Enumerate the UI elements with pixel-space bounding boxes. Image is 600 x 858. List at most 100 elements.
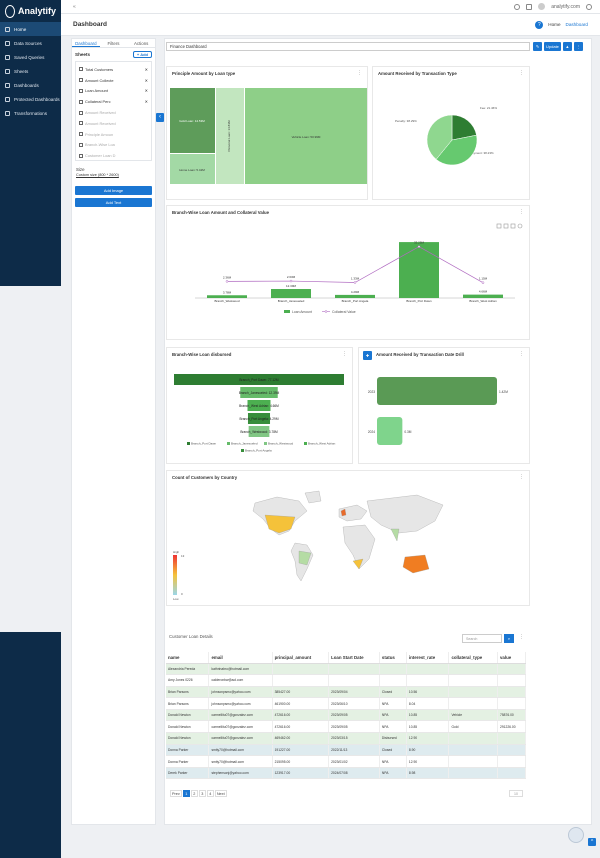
list-item[interactable]: Amount Received: [76, 107, 151, 118]
table-row[interactable]: Donna Parker smity70@hotmail.com 215095.00…: [166, 755, 527, 768]
list-item[interactable]: Amount Received: [76, 118, 151, 129]
add-sheet-button[interactable]: + Add: [132, 51, 152, 58]
sidebar-item-home[interactable]: Home: [0, 22, 61, 36]
next-page-button[interactable]: Next: [214, 790, 227, 797]
pie-slice[interactable]: [451, 114, 477, 141]
bar[interactable]: [271, 289, 311, 298]
update-button[interactable]: Update: [544, 42, 561, 51]
table-row[interactable]: Alexandria Pereda kathrinabro@hotmail.com: [166, 663, 527, 676]
drag-handle-icon[interactable]: [79, 78, 83, 83]
sidebar-item-dashboards[interactable]: Dashboards: [0, 78, 61, 92]
kebab-icon[interactable]: ⋮: [342, 351, 347, 357]
app-logo[interactable]: Analytify: [0, 0, 61, 22]
table-row[interactable]: Brian Parsons johnsonpsmo@yahoo.com 461900…: [166, 697, 527, 710]
remove-icon[interactable]: ✕: [144, 77, 148, 83]
kebab-icon[interactable]: ⋮: [357, 70, 362, 76]
kebab-icon[interactable]: ⋮: [519, 351, 524, 357]
drill-back-button[interactable]: ✚: [363, 351, 372, 360]
drag-handle-icon[interactable]: [79, 88, 83, 93]
table-row[interactable]: Donald Newton carmellitu07@gonzalez.com 47…: [166, 709, 527, 722]
add-image-button[interactable]: Add Image: [75, 186, 152, 195]
drag-handle-icon[interactable]: [79, 67, 83, 72]
column-header[interactable]: Loan Start Date: [328, 652, 380, 664]
kebab-icon[interactable]: ⋮: [519, 634, 524, 640]
list-item[interactable]: Amount Collecte ✕: [76, 75, 151, 86]
funnel-stage[interactable]: [248, 426, 270, 437]
line-point[interactable]: [353, 281, 357, 284]
map-africa[interactable]: [342, 524, 376, 570]
bar[interactable]: [377, 377, 497, 405]
treemap-cell-gold[interactable]: [170, 88, 215, 153]
sidebar-item-saved-queries[interactable]: Saved Queries: [0, 50, 61, 64]
tab-actions[interactable]: Actions: [133, 41, 149, 46]
list-item[interactable]: Total Customers ✕: [76, 64, 151, 75]
list-item[interactable]: Collateral Perc ✕: [76, 96, 151, 107]
map-australia[interactable]: [402, 554, 430, 574]
collapse-panel-button[interactable]: ‹: [156, 113, 164, 122]
settings-icon[interactable]: [586, 3, 592, 10]
funnel-stage[interactable]: [174, 374, 344, 385]
funnel-stage[interactable]: [247, 400, 271, 411]
remove-icon[interactable]: ✕: [144, 88, 148, 94]
list-item[interactable]: Branch-Wise Loa: [76, 140, 151, 151]
line-point[interactable]: [417, 245, 421, 248]
drag-handle-icon[interactable]: [79, 121, 83, 126]
drag-handle-icon[interactable]: [79, 110, 83, 115]
fullscreen-icon[interactable]: [526, 3, 533, 10]
remove-icon[interactable]: ✕: [144, 66, 148, 72]
bar[interactable]: [377, 417, 403, 445]
drag-handle-icon[interactable]: [79, 142, 83, 147]
pie-slice[interactable]: [426, 114, 453, 160]
map-india[interactable]: [390, 528, 400, 542]
page-button[interactable]: 1: [182, 790, 190, 797]
drag-handle-icon[interactable]: [79, 132, 83, 137]
page-size-select[interactable]: 10: [509, 790, 523, 797]
page-button[interactable]: 4: [206, 790, 214, 797]
column-header[interactable]: name: [166, 652, 210, 664]
column-header[interactable]: status: [379, 652, 407, 664]
table-row[interactable]: Donald Newton carmellitu07@gonzalez.com 47…: [166, 720, 527, 734]
bar[interactable]: [335, 294, 375, 298]
funnel-stage[interactable]: [247, 413, 271, 424]
crumb-home[interactable]: Home: [548, 22, 561, 27]
tab-filters[interactable]: Filters: [107, 41, 120, 46]
sidebar-item-data-sources[interactable]: Data Sources: [0, 36, 61, 50]
table-row[interactable]: Derek Parker stephensonj@yahoo.com 123917.…: [166, 767, 527, 780]
list-item[interactable]: Loan Amount ✕: [76, 86, 151, 97]
dashboard-name-input[interactable]: Finance Dashboard: [166, 42, 530, 51]
drag-handle-icon[interactable]: [79, 153, 83, 158]
sidebar-item-transformations[interactable]: Transformations: [0, 106, 61, 120]
more-icon[interactable]: ⋮: [573, 42, 583, 51]
collapse-sidebar-icon[interactable]: «: [73, 3, 76, 10]
list-item[interactable]: Principle Amoun: [76, 129, 151, 140]
chatbot-icon[interactable]: [568, 827, 584, 843]
size-select[interactable]: Custom size (800 * 2600): [76, 173, 119, 177]
search-button[interactable]: ⌕: [504, 634, 514, 643]
page-button[interactable]: 2: [190, 790, 198, 797]
share-icon[interactable]: ▲: [562, 42, 572, 51]
line-point[interactable]: [225, 280, 229, 283]
bar[interactable]: [207, 295, 247, 298]
scroll-top-button[interactable]: ^: [588, 838, 596, 846]
edit-icon[interactable]: ✎: [533, 42, 542, 51]
map-south-africa[interactable]: [352, 558, 364, 570]
avatar[interactable]: [538, 3, 546, 10]
kebab-icon[interactable]: ⋮: [519, 70, 524, 76]
user-email[interactable]: analytify.com: [551, 3, 580, 10]
kebab-icon[interactable]: ⋮: [519, 209, 524, 215]
toolbox-icons[interactable]: [496, 223, 523, 229]
sidebar-item-protected-dashboards[interactable]: Protected Dashboards: [0, 92, 61, 106]
map-asia[interactable]: [366, 494, 444, 534]
kebab-icon[interactable]: ⋮: [519, 474, 524, 480]
crumb-current[interactable]: Dashboard: [565, 22, 588, 27]
column-header[interactable]: collateral_type: [448, 652, 498, 664]
sidebar-item-sheets[interactable]: Sheets: [0, 64, 61, 78]
pie-slice[interactable]: [435, 134, 478, 166]
bar[interactable]: [463, 294, 503, 298]
column-header[interactable]: value: [497, 652, 527, 664]
treemap-cell-personal[interactable]: [216, 88, 244, 184]
map-europe[interactable]: [338, 504, 368, 522]
bar[interactable]: [399, 242, 439, 298]
table-row[interactable]: Amy Jones 0226 calderonbw@aol.com: [166, 674, 527, 687]
add-text-button[interactable]: Add Text: [75, 198, 152, 207]
